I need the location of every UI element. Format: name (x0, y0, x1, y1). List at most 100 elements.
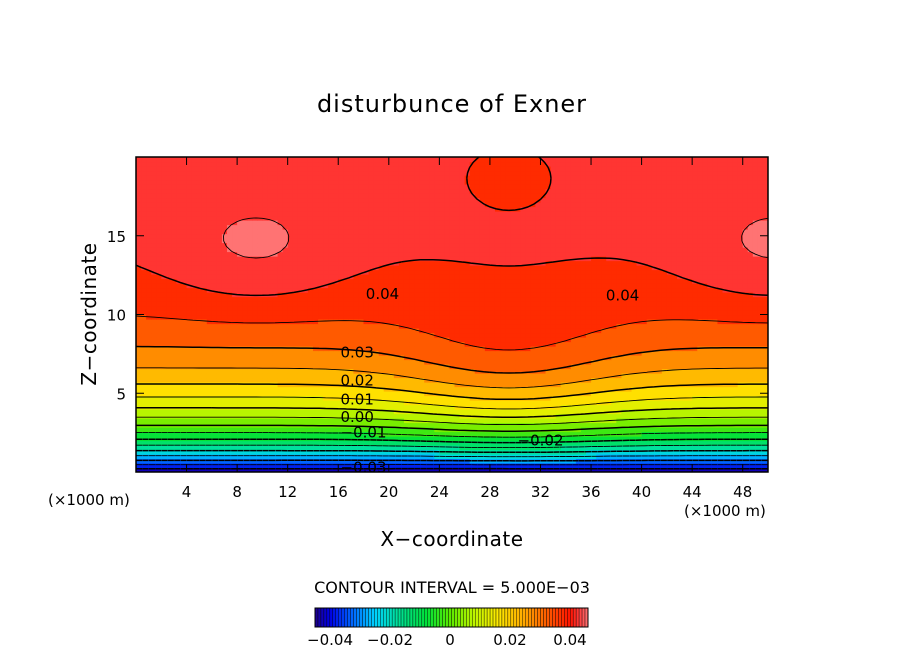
heat-cell (227, 445, 233, 451)
heat-cell (247, 404, 253, 410)
heat-cell (545, 355, 552, 361)
heat-cell (712, 332, 719, 338)
heat-cell (565, 373, 572, 379)
heat-cell (292, 373, 299, 379)
heat-cell (585, 436, 592, 442)
heat-cell (409, 314, 415, 320)
heat-cell (383, 337, 390, 343)
heat-cell (671, 373, 678, 379)
heat-cell (196, 364, 203, 370)
heat-cell (206, 373, 213, 379)
heat-cell (469, 314, 476, 320)
heat-cell (757, 364, 764, 370)
heat-cell (378, 404, 385, 410)
heat-cell (439, 328, 446, 334)
heat-cell (479, 341, 486, 347)
heat-cell (363, 328, 370, 334)
heat-cell (211, 440, 218, 446)
heat-cell (348, 409, 355, 415)
heat-cell (267, 323, 274, 329)
heat-cell (257, 395, 263, 401)
heat-cell (545, 328, 552, 334)
heat-cell (631, 332, 638, 338)
heat-cell (641, 445, 648, 451)
heat-cell (409, 436, 415, 442)
heat-cell (631, 418, 638, 424)
heat-cell (368, 422, 375, 428)
heat-cell (221, 323, 228, 329)
heat-cell (211, 355, 218, 361)
heat-cell (333, 364, 339, 370)
heat-cell (550, 346, 557, 352)
heat-cell (247, 305, 253, 311)
heat-cell (414, 386, 420, 392)
heat-cell (666, 409, 673, 415)
heat-cell (403, 292, 410, 298)
heat-cell (232, 314, 238, 320)
heat-cell (201, 449, 208, 455)
heat-cell (277, 364, 284, 370)
heat-cell (459, 467, 466, 472)
heat-cell (596, 404, 602, 410)
heat-cell (166, 440, 172, 446)
heat-cell (500, 409, 506, 415)
heat-cell (762, 395, 768, 401)
heat-cell (211, 314, 218, 320)
heat-cell (388, 301, 395, 307)
heat-cell (540, 314, 547, 320)
heat-cell (651, 296, 658, 302)
heat-cell (641, 364, 648, 370)
heat-cell (151, 328, 157, 334)
heat-cell (621, 418, 628, 424)
heat-cell (550, 301, 557, 307)
heat-cell (596, 463, 602, 469)
heat-cell (742, 467, 749, 472)
heat-cell (252, 350, 258, 356)
heat-cell (489, 409, 496, 415)
heat-cell (565, 445, 572, 451)
heat-cell (338, 368, 344, 374)
heat-cell (469, 292, 476, 298)
heat-cell (641, 440, 648, 446)
heat-cell (353, 314, 360, 320)
heat-cell (383, 341, 390, 347)
heat-cell (540, 404, 547, 410)
heat-cell (671, 323, 678, 329)
heat-cell (676, 377, 683, 383)
heat-cell (323, 436, 329, 442)
heat-cell (136, 301, 142, 307)
heat-cell (323, 341, 329, 347)
heat-cell (484, 436, 491, 442)
heat-cell (722, 310, 729, 316)
heat-cell (373, 377, 380, 383)
heat-cell (525, 386, 531, 392)
heat-cell (560, 337, 567, 343)
heat-cell (459, 337, 466, 343)
heat-cell (676, 418, 683, 424)
heat-cell (707, 368, 713, 374)
heat-cell (156, 368, 162, 374)
heat-cell (373, 296, 380, 302)
heat-cell (181, 463, 188, 469)
heat-cell (687, 431, 693, 437)
heat-cell (454, 337, 461, 343)
heat-cell (343, 436, 349, 442)
heat-cell (641, 404, 648, 410)
heat-cell (596, 359, 602, 365)
heat-cell (469, 422, 476, 428)
heat-cell (687, 409, 693, 415)
heat-cell (661, 449, 668, 455)
heat-cell (545, 292, 552, 298)
heat-cell (318, 337, 324, 343)
heat-cell (156, 364, 162, 370)
heat-cell (161, 440, 167, 446)
heat-cell (237, 409, 243, 415)
heat-cell (237, 427, 243, 433)
heat-cell (555, 440, 562, 446)
heat-cell (282, 386, 289, 392)
heat-cell (550, 427, 557, 433)
heat-cell (282, 377, 289, 383)
heat-cell (368, 310, 375, 316)
heat-cell (530, 400, 537, 406)
heat-cell (338, 355, 344, 361)
